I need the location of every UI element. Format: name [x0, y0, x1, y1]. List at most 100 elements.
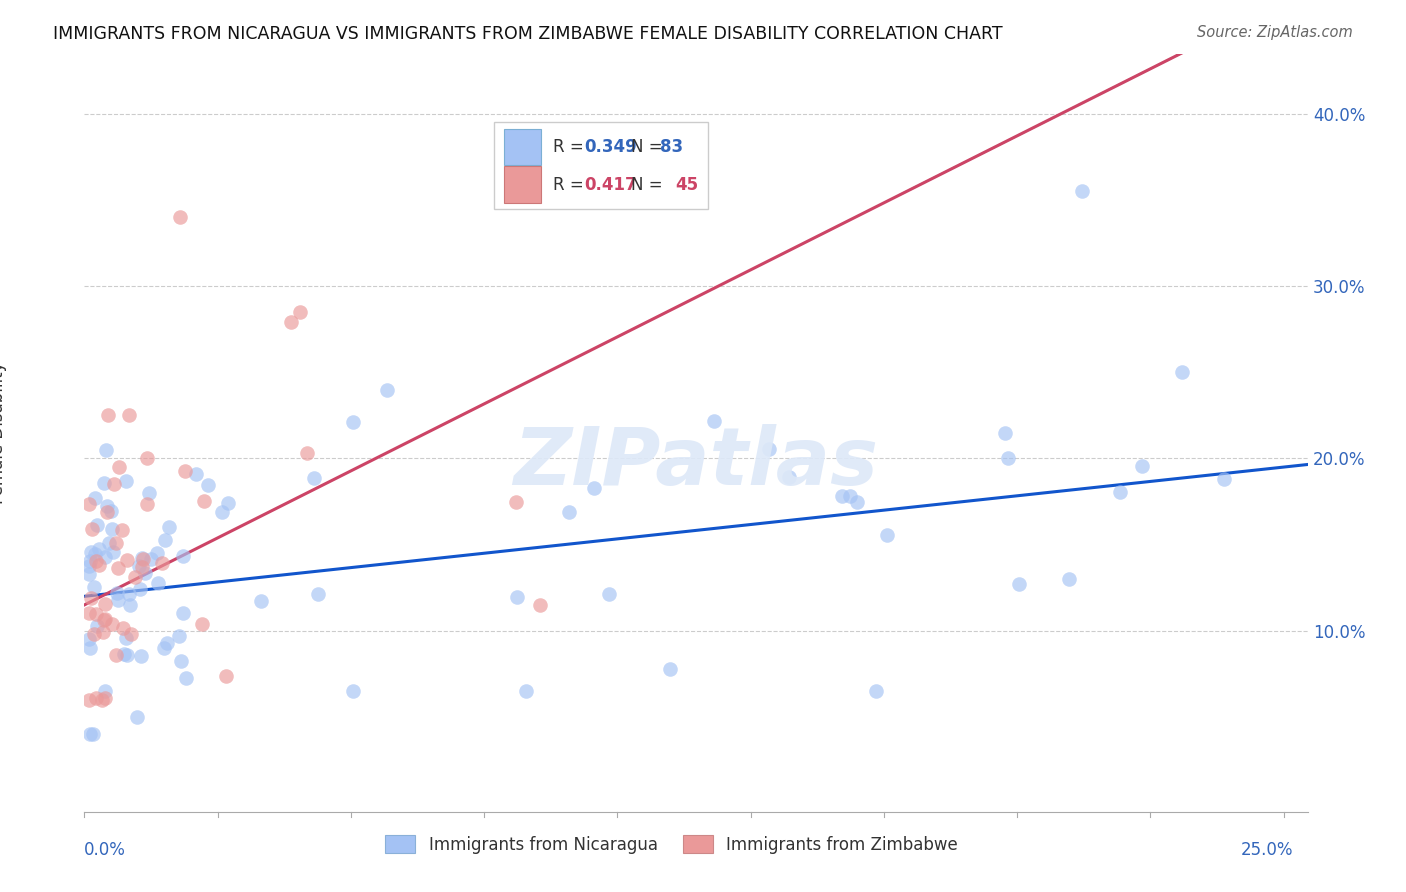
Point: [84, 690, 107, 705]
Point: [114, 632, 136, 646]
Point: [82, 727, 104, 741]
Point: [529, 598, 551, 612]
Point: [280, 314, 302, 328]
Point: [215, 668, 238, 682]
Point: [94, 597, 117, 611]
Point: [375, 383, 398, 397]
Text: R =: R =: [553, 176, 589, 194]
Point: [1109, 484, 1132, 499]
Point: [112, 621, 135, 635]
Text: Source: ZipAtlas.com: Source: ZipAtlas.com: [1197, 25, 1353, 40]
Point: [170, 654, 193, 668]
Point: [83, 491, 105, 505]
Point: [846, 495, 869, 509]
Point: [104, 536, 127, 550]
Point: [131, 551, 153, 566]
Point: [190, 617, 212, 632]
Point: [153, 640, 176, 655]
Point: [146, 575, 169, 590]
Text: N =: N =: [631, 137, 668, 156]
Point: [98, 535, 121, 549]
Text: 0.349: 0.349: [585, 137, 637, 156]
Point: [101, 617, 124, 632]
Point: [107, 560, 129, 574]
Text: 0.0%: 0.0%: [84, 841, 127, 859]
Point: [1057, 572, 1080, 586]
Point: [145, 546, 167, 560]
Point: [994, 425, 1017, 440]
Point: [558, 505, 581, 519]
Point: [295, 446, 318, 460]
Point: [157, 520, 180, 534]
Point: [77, 567, 100, 582]
Point: [290, 305, 312, 319]
Point: [80, 522, 103, 536]
Point: [108, 459, 131, 474]
Point: [758, 442, 780, 457]
Point: [100, 504, 122, 518]
Point: [115, 553, 138, 567]
Point: [169, 211, 191, 225]
Point: [250, 594, 273, 608]
Point: [79, 641, 101, 656]
Text: 45: 45: [675, 176, 699, 194]
Point: [139, 552, 162, 566]
Point: [79, 591, 101, 605]
Point: [342, 415, 364, 429]
Point: [598, 587, 620, 601]
Point: [778, 470, 800, 484]
Point: [118, 409, 141, 423]
Point: [118, 587, 141, 601]
Point: [211, 505, 233, 519]
Point: [174, 671, 197, 685]
Point: [84, 607, 107, 622]
Point: [94, 690, 117, 705]
Point: [101, 522, 124, 536]
Point: [838, 489, 860, 503]
Point: [703, 414, 725, 428]
Point: [997, 450, 1019, 465]
Point: [134, 566, 156, 580]
Text: ZIPatlas: ZIPatlas: [513, 424, 879, 502]
Point: [302, 471, 325, 485]
Point: [1132, 459, 1154, 474]
FancyBboxPatch shape: [503, 128, 541, 165]
Point: [77, 497, 100, 511]
Point: [83, 627, 105, 641]
Point: [124, 570, 146, 584]
FancyBboxPatch shape: [494, 122, 709, 209]
Point: [1171, 366, 1194, 380]
Point: [186, 467, 208, 482]
Point: [87, 558, 110, 573]
Point: [93, 613, 115, 627]
Point: [96, 443, 118, 458]
Point: [515, 684, 537, 698]
Point: [505, 494, 527, 508]
Point: [127, 710, 149, 724]
Point: [172, 607, 194, 621]
Point: [87, 542, 110, 557]
Point: [93, 475, 115, 490]
Point: [307, 587, 329, 601]
Point: [94, 612, 117, 626]
Point: [91, 692, 114, 706]
Point: [128, 582, 150, 596]
Point: [155, 533, 177, 548]
Point: [342, 684, 364, 698]
Point: [1071, 185, 1094, 199]
Point: [876, 528, 898, 542]
Point: [865, 684, 887, 698]
Point: [86, 619, 108, 633]
Point: [101, 545, 124, 559]
Point: [111, 524, 134, 538]
Point: [96, 505, 118, 519]
Point: [105, 585, 128, 599]
Point: [83, 580, 105, 594]
Point: [103, 476, 125, 491]
Point: [114, 475, 136, 489]
Point: [97, 409, 120, 423]
Point: [107, 593, 129, 607]
Point: [135, 451, 157, 466]
Point: [1212, 472, 1234, 486]
Point: [138, 486, 160, 500]
